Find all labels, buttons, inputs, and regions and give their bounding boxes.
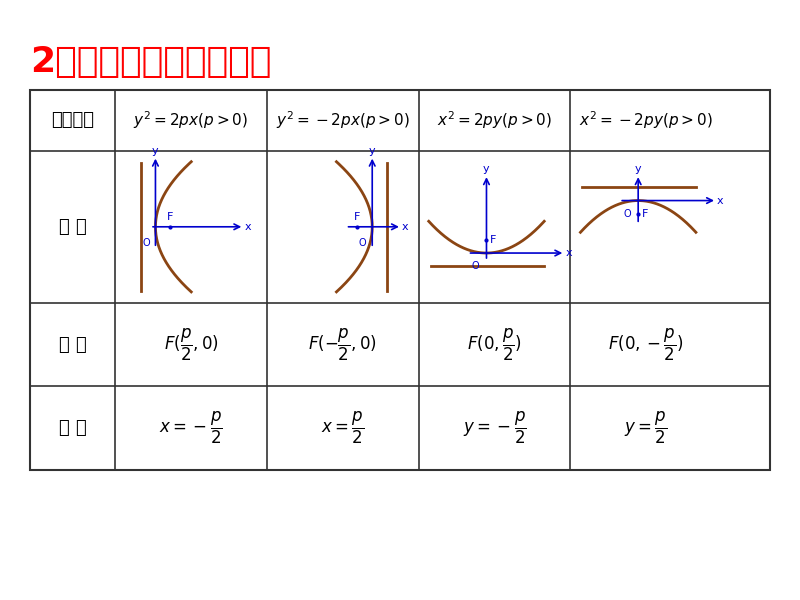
Text: $F(0,\dfrac{p}{2})$: $F(0,\dfrac{p}{2})$ (467, 326, 522, 363)
Text: O: O (142, 238, 150, 248)
Text: $x=-\dfrac{p}{2}$: $x=-\dfrac{p}{2}$ (159, 410, 222, 446)
Text: y: y (483, 164, 490, 175)
Text: 准 线: 准 线 (58, 419, 86, 437)
Bar (30, 90, 770, 470)
Text: F: F (490, 235, 497, 245)
Text: F: F (642, 209, 648, 218)
Text: $y^2=-2px(p>0)$: $y^2=-2px(p>0)$ (276, 110, 410, 131)
Text: $F(0,-\dfrac{p}{2})$: $F(0,-\dfrac{p}{2})$ (609, 326, 684, 363)
Text: F: F (354, 212, 361, 222)
Text: $F(\dfrac{p}{2},0)$: $F(\dfrac{p}{2},0)$ (163, 326, 218, 363)
Text: x: x (402, 222, 409, 232)
Text: 图 形: 图 形 (58, 218, 86, 236)
Text: O: O (472, 262, 479, 271)
Text: x: x (717, 196, 723, 206)
Text: x: x (565, 248, 572, 258)
Text: $x^2=2py(p>0)$: $x^2=2py(p>0)$ (437, 110, 552, 131)
Text: $y=-\dfrac{p}{2}$: $y=-\dfrac{p}{2}$ (462, 410, 526, 446)
Text: $F(-\dfrac{p}{2},0)$: $F(-\dfrac{p}{2},0)$ (308, 326, 377, 363)
Text: y: y (635, 164, 642, 175)
Text: 2、抛物线的标准方程：: 2、抛物线的标准方程： (30, 45, 271, 79)
Text: O: O (358, 238, 366, 248)
Text: O: O (623, 209, 631, 219)
Text: y: y (152, 146, 158, 156)
Text: y: y (369, 146, 375, 156)
Text: x: x (244, 222, 251, 232)
Text: $y=\dfrac{p}{2}$: $y=\dfrac{p}{2}$ (625, 410, 668, 446)
Text: F: F (167, 212, 174, 222)
Text: 标准方程: 标准方程 (51, 112, 94, 130)
Text: $y^2=2px(p>0)$: $y^2=2px(p>0)$ (134, 110, 249, 131)
Text: $x^2=-2py(p>0)$: $x^2=-2py(p>0)$ (579, 110, 713, 131)
Text: $x=\dfrac{p}{2}$: $x=\dfrac{p}{2}$ (321, 410, 364, 446)
Text: 焦 点: 焦 点 (58, 335, 86, 353)
